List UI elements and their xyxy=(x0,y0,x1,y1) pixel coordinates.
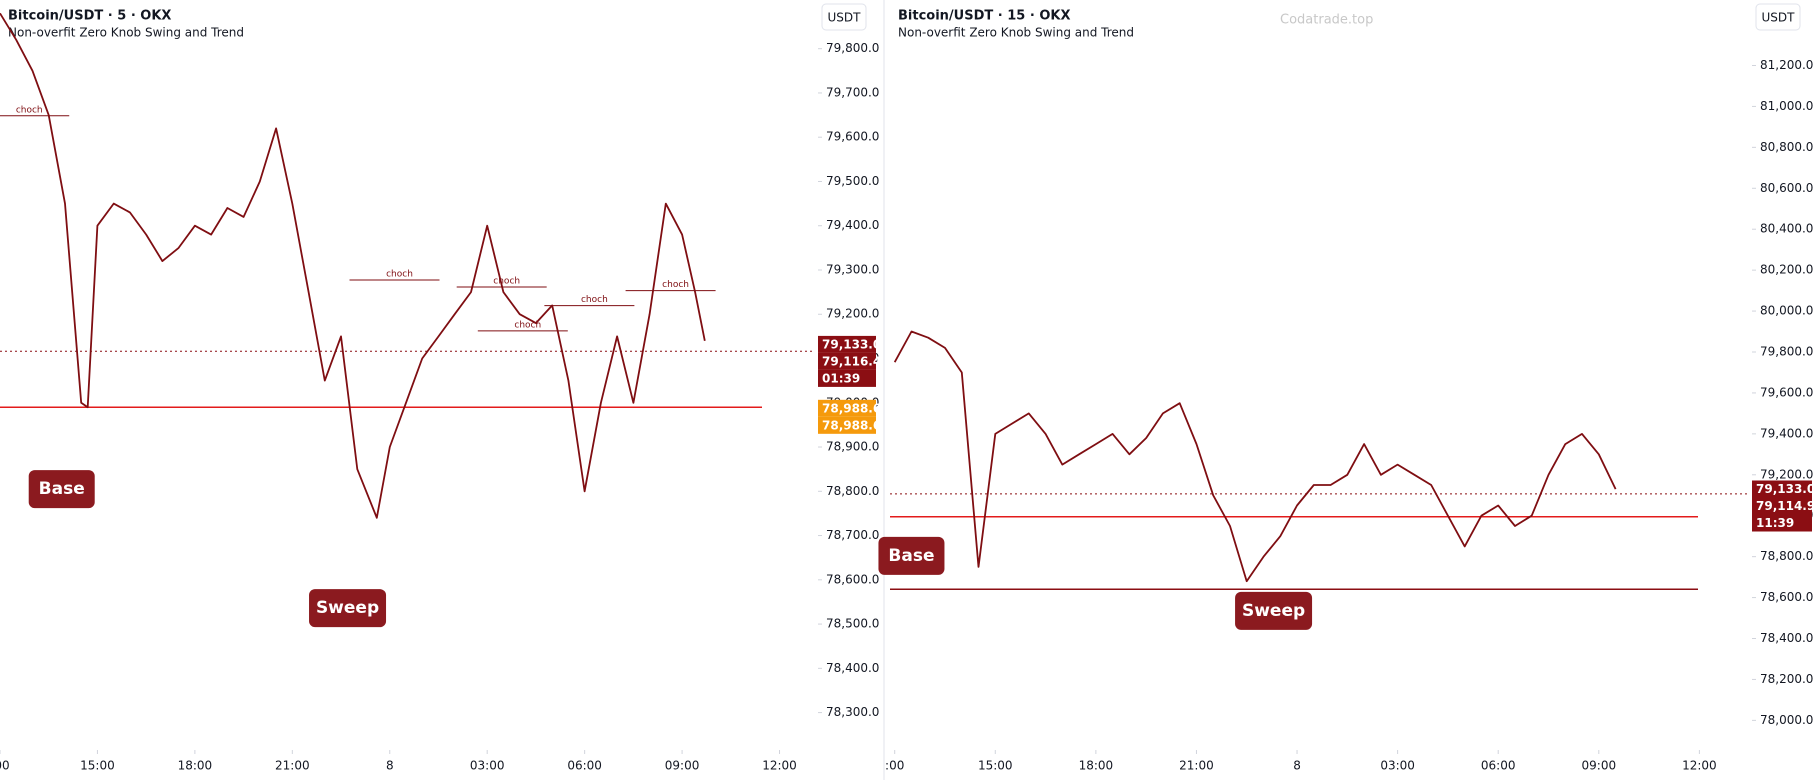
y-tick-label: 78,700.0 xyxy=(826,528,879,542)
callout-box xyxy=(878,536,945,575)
choch-label: choch xyxy=(493,277,520,287)
y-tick-label: 78,500.0 xyxy=(826,617,879,631)
currency-label: USDT xyxy=(1762,11,1796,25)
currency-box xyxy=(821,3,867,31)
y-tick-label: 79,600.0 xyxy=(826,130,879,144)
y-tick-label: 78,900.0 xyxy=(826,440,879,454)
choch-label: choch xyxy=(662,280,689,290)
price-tag-label: 79,114.9 xyxy=(1756,499,1815,513)
callout-label: Base xyxy=(888,546,934,566)
x-tick-label: 09:00 xyxy=(1582,759,1617,773)
price-tag xyxy=(818,416,876,434)
y-tick-label: 80,600.0 xyxy=(1760,181,1813,195)
price-tag xyxy=(1752,480,1812,498)
x-tick-label: 21:00 xyxy=(1179,759,1214,773)
y-tick-label: 78,800.0 xyxy=(826,484,879,498)
price-tag xyxy=(1752,497,1812,515)
callout-label: Sweep xyxy=(316,598,379,618)
choch-label: choch xyxy=(16,105,43,115)
x-tick-label: 06:00 xyxy=(1481,759,1516,773)
y-tick-label: 80,200.0 xyxy=(1760,263,1813,277)
x-tick-label: 15:00 xyxy=(978,759,1013,773)
y-tick-label: 79,200.0 xyxy=(826,307,879,321)
watermark: Codatrade.top xyxy=(1280,13,1373,28)
countdown-label: 11:39 xyxy=(1756,516,1794,530)
y-tick-label: 79,400.0 xyxy=(826,218,879,232)
y-tick-label: 78,000.0 xyxy=(1760,713,1813,727)
callout-box xyxy=(1235,591,1313,630)
x-tick-label: 8 xyxy=(386,759,394,773)
x-tick-label: 18:00 xyxy=(178,759,213,773)
price-tag-label: 78,988.6 xyxy=(822,401,881,415)
choch-label: choch xyxy=(581,295,608,305)
choch-label: choch xyxy=(386,269,413,279)
y-tick-label: 79,700.0 xyxy=(826,85,879,99)
y-tick-label: 81,000.0 xyxy=(1760,99,1813,113)
x-tick-label: 8 xyxy=(1293,759,1301,773)
x-tick-label: 03:00 xyxy=(470,759,505,773)
countdown-box xyxy=(818,369,876,387)
y-tick-label: 79,800.0 xyxy=(1760,345,1813,359)
y-tick-label: 79,500.0 xyxy=(826,174,879,188)
x-tick-label: :00 xyxy=(0,759,10,773)
price-tag-label: 79,133.0 xyxy=(822,337,881,351)
y-tick-label: 79,200.0 xyxy=(1760,467,1813,481)
price-tag-label: 78,988.6 xyxy=(822,418,881,432)
y-tick-label: 78,300.0 xyxy=(826,705,879,719)
x-tick-label: 12:00 xyxy=(762,759,797,773)
x-tick-label: 21:00 xyxy=(275,759,310,773)
x-tick-label: 03:00 xyxy=(1380,759,1415,773)
x-tick-label: 12:00 xyxy=(1682,759,1717,773)
callout-label: Base xyxy=(39,479,85,499)
y-tick-label: 78,800.0 xyxy=(1760,549,1813,563)
price-tag-label: 79,133.0 xyxy=(1756,482,1815,496)
countdown-box xyxy=(1752,514,1812,532)
callout-box xyxy=(28,470,95,509)
price-tag-label: 79,116.4 xyxy=(822,354,881,368)
y-tick-label: 78,400.0 xyxy=(1760,631,1813,645)
y-tick-label: 79,300.0 xyxy=(826,262,879,276)
price-line xyxy=(0,12,706,519)
y-tick-label: 81,200.0 xyxy=(1760,58,1813,72)
y-tick-label: 78,200.0 xyxy=(1760,672,1813,686)
x-tick-label: 09:00 xyxy=(665,759,700,773)
y-tick-label: 78,600.0 xyxy=(1760,590,1813,604)
y-tick-label: 78,600.0 xyxy=(826,572,879,586)
y-tick-label: 79,400.0 xyxy=(1760,426,1813,440)
y-tick-label: 79,600.0 xyxy=(1760,385,1813,399)
countdown-label: 01:39 xyxy=(822,371,860,385)
y-tick-label: 79,800.0 xyxy=(826,41,879,55)
price-tag xyxy=(818,335,876,353)
price-tag xyxy=(818,399,876,417)
callout-box xyxy=(309,589,387,628)
x-tick-label: :00 xyxy=(885,759,904,773)
currency-box xyxy=(1755,3,1801,31)
y-tick-label: 80,400.0 xyxy=(1760,222,1813,236)
x-tick-label: 15:00 xyxy=(80,759,115,773)
x-tick-label: 18:00 xyxy=(1079,759,1114,773)
price-tag xyxy=(818,352,876,370)
chart-subtitle: Non-overfit Zero Knob Swing and Trend xyxy=(8,26,244,40)
choch-label: choch xyxy=(514,320,541,330)
chart-title: Bitcoin/USDT · 5 · OKX xyxy=(8,9,171,24)
y-tick-label: 80,800.0 xyxy=(1760,140,1813,154)
chart-subtitle: Non-overfit Zero Knob Swing and Trend xyxy=(898,26,1134,40)
price-line xyxy=(893,330,1617,583)
currency-label: USDT xyxy=(828,11,862,25)
y-tick-label: 78,400.0 xyxy=(826,661,879,675)
chart-title: Bitcoin/USDT · 15 · OKX xyxy=(898,9,1070,24)
callout-label: Sweep xyxy=(1242,601,1305,621)
x-tick-label: 06:00 xyxy=(567,759,602,773)
y-tick-label: 80,000.0 xyxy=(1760,304,1813,318)
